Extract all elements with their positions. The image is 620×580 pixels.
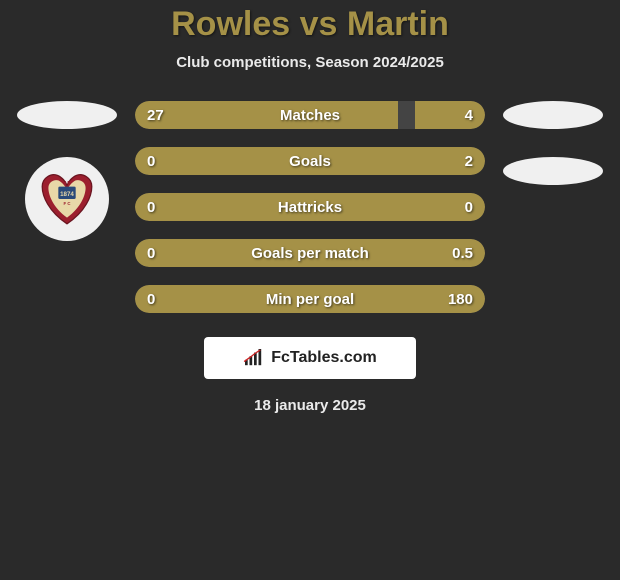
brand-badge[interactable]: FcTables.com bbox=[204, 337, 416, 379]
stat-right-value: 4 bbox=[465, 107, 473, 124]
stat-right-value: 0 bbox=[465, 199, 473, 216]
stat-row: 0Hattricks0 bbox=[135, 193, 485, 221]
stat-right-value: 2 bbox=[465, 153, 473, 170]
page-title: Rowles vs Martin bbox=[0, 5, 620, 44]
stat-label: Hattricks bbox=[135, 199, 485, 216]
club-right-placeholder bbox=[503, 157, 603, 185]
brand-text: FcTables.com bbox=[271, 349, 377, 367]
stat-right-value: 180 bbox=[448, 291, 473, 308]
stat-label: Min per goal bbox=[135, 291, 485, 308]
svg-text:H M: H M bbox=[63, 180, 71, 185]
svg-text:F C: F C bbox=[64, 201, 71, 206]
stat-row: 0Min per goal180 bbox=[135, 285, 485, 313]
stat-row: 0Goals per match0.5 bbox=[135, 239, 485, 267]
bar-chart-icon bbox=[243, 349, 265, 367]
stats-list: 27Matches40Goals20Hattricks00Goals per m… bbox=[135, 101, 485, 313]
stat-right-value: 0.5 bbox=[452, 245, 473, 262]
svg-text:1874: 1874 bbox=[60, 191, 74, 198]
date-label: 18 january 2025 bbox=[0, 397, 620, 414]
player-left-placeholder bbox=[17, 101, 117, 129]
club-badge-left: 1874 H M F C bbox=[25, 157, 109, 241]
stat-label: Goals per match bbox=[135, 245, 485, 262]
stat-label: Matches bbox=[135, 107, 485, 124]
stat-row: 27Matches4 bbox=[135, 101, 485, 129]
stat-label: Goals bbox=[135, 153, 485, 170]
subtitle: Club competitions, Season 2024/2025 bbox=[0, 54, 620, 71]
right-column bbox=[503, 101, 603, 185]
stat-row: 0Goals2 bbox=[135, 147, 485, 175]
left-column: 1874 H M F C bbox=[17, 101, 117, 241]
main-area: 1874 H M F C 27Matches40Goals20Hattricks… bbox=[0, 101, 620, 313]
player-right-placeholder bbox=[503, 101, 603, 129]
hearts-fc-badge-icon: 1874 H M F C bbox=[36, 168, 98, 230]
comparison-card: Rowles vs Martin Club competitions, Seas… bbox=[0, 0, 620, 414]
